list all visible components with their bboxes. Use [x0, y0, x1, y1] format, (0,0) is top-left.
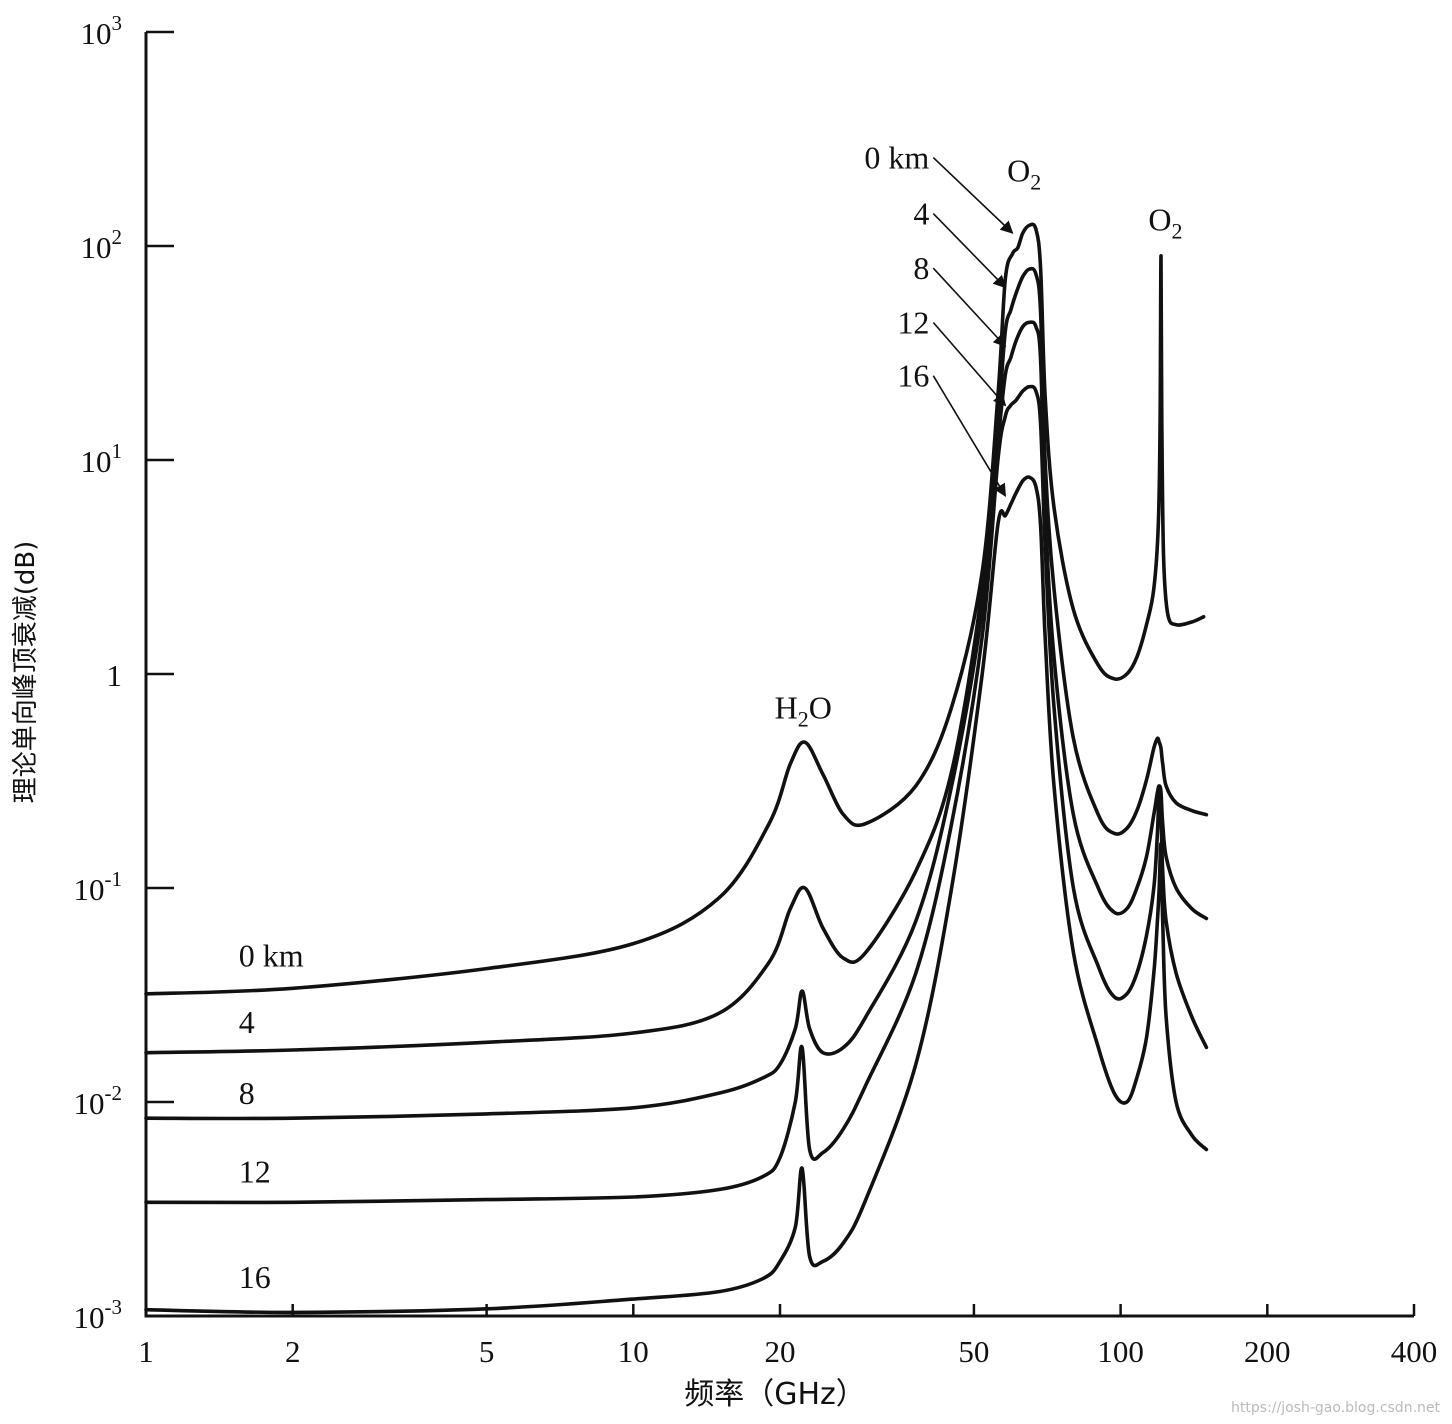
x-tick-label-2: 2	[285, 1334, 301, 1369]
left-label-4: 16	[239, 1259, 271, 1295]
axis-lines	[144, 32, 1414, 1318]
y-tick-label-1000: 103	[81, 11, 123, 51]
y-tick-label-10: 101	[81, 439, 123, 479]
x-tick-label-50: 50	[958, 1334, 989, 1369]
peak-label-1: 4	[913, 196, 929, 232]
y-tick-label-0.01: 10-2	[74, 1081, 123, 1121]
series-line-3	[144, 384, 1209, 1205]
left-label-1: 4	[239, 1004, 255, 1040]
peak-label-0: 0 km	[864, 140, 929, 176]
x-ticks: 1 2 5 10 20 50 100 200 400	[138, 1304, 1437, 1369]
y-tick-label-100: 102	[81, 225, 123, 265]
series-labels: 0 km 4 8 12 16 H2O O2 O2	[239, 153, 1183, 1296]
x-axis-label: 频率（GHz）	[684, 1377, 866, 1412]
y-axis-label: 理论单向峰顶衰减(dB)	[11, 541, 41, 804]
x-tick-label-400: 400	[1391, 1334, 1438, 1369]
peak-arrow-0	[932, 157, 1014, 234]
left-label-0: 0 km	[239, 937, 304, 973]
peak-arrow-3	[932, 321, 1007, 407]
y-ticks: 10-3 10-2 10-1 1 101 102 103	[74, 11, 174, 1335]
x-tick-label-10: 10	[618, 1334, 649, 1369]
series-curves	[144, 222, 1209, 1315]
peak-arrows: 0 km 4 8 12 16	[864, 140, 1014, 497]
axes	[144, 32, 1414, 1318]
y-tick-label-1: 1	[107, 658, 123, 693]
peak-arrow-4	[932, 375, 1007, 497]
left-label-2: 8	[239, 1075, 255, 1111]
watermark: https://josh-gao.blog.csdn.net	[1231, 1400, 1440, 1416]
peak-arrow-1	[932, 212, 1007, 289]
x-tick-label-1: 1	[138, 1334, 154, 1369]
y-tick-label-0.1: 10-1	[74, 867, 123, 907]
series-line-4	[144, 475, 1209, 1315]
series-line-0	[144, 222, 1206, 996]
x-tick-label-5: 5	[479, 1334, 495, 1369]
series-line-1	[144, 266, 1209, 1055]
peak-label-2: 8	[913, 250, 929, 286]
peak-arrow-2	[932, 267, 1007, 348]
series-line-2	[144, 320, 1209, 1121]
annotation-h2o: H2O	[775, 689, 832, 731]
x-tick-label-20: 20	[765, 1334, 796, 1369]
x-tick-label-100: 100	[1097, 1334, 1144, 1369]
left-label-3: 12	[239, 1154, 271, 1190]
peak-label-4: 16	[897, 358, 929, 394]
annotation-o2_60: O2	[1007, 153, 1041, 195]
y-tick-label-0.001: 10-3	[74, 1295, 123, 1335]
x-tick-label-200: 200	[1244, 1334, 1291, 1369]
annotation-o2_118: O2	[1148, 202, 1182, 244]
peak-label-3: 12	[897, 305, 929, 341]
